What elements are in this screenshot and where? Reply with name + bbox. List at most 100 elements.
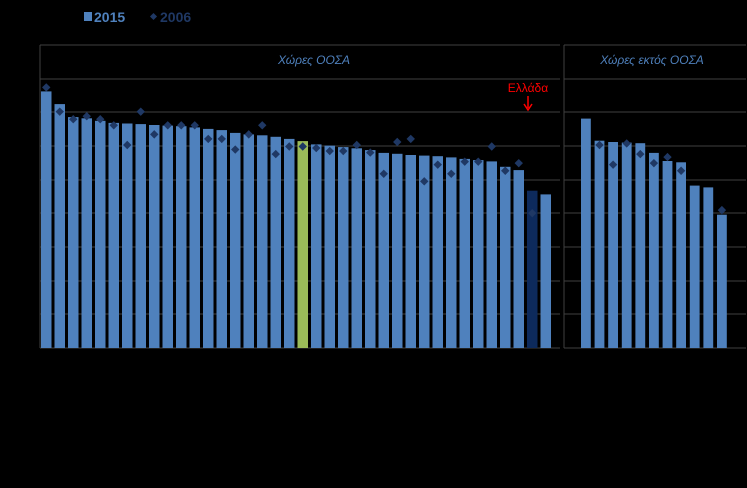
bar-2015 <box>527 190 538 348</box>
bar-2015 <box>621 142 632 348</box>
bar-2015 <box>149 125 160 348</box>
bar-2015 <box>486 161 497 348</box>
bar-2015 <box>108 122 119 349</box>
bar-2015 <box>54 104 65 348</box>
bar-2015 <box>189 127 200 349</box>
marker-2006 <box>420 177 429 186</box>
marker-2006 <box>109 121 118 130</box>
marker-2006 <box>325 146 334 156</box>
bar-2015 <box>122 123 133 348</box>
bar-2015 <box>338 147 349 348</box>
marker-2006 <box>231 145 240 154</box>
bar-2015 <box>473 160 484 348</box>
bar-2015 <box>135 124 146 348</box>
greece-annotation: Ελλάδα <box>508 81 548 112</box>
bar-2015 <box>703 187 714 348</box>
bar-2015 <box>446 157 457 348</box>
bar-2015 <box>230 132 241 348</box>
marker-2006 <box>676 166 686 175</box>
marker-2006 <box>501 166 510 175</box>
legend-swatch-2015 <box>84 12 92 21</box>
marker-2006 <box>379 169 388 178</box>
bar-2015 <box>351 148 362 348</box>
bar-2015 <box>81 118 92 348</box>
bar-2015 <box>203 128 214 348</box>
legend-label-2006: 2006 <box>160 9 191 25</box>
panel-title-oecd: Χώρες ΟΟΣΑ <box>277 53 350 67</box>
marker-2006 <box>285 142 294 151</box>
marker-2006 <box>217 134 226 144</box>
marker-2006 <box>244 130 253 139</box>
marker-2006 <box>150 130 159 139</box>
bar-2015 <box>513 170 524 348</box>
bar-2015 <box>284 138 295 348</box>
marker-2006 <box>352 140 361 150</box>
marker-2006 <box>204 134 213 144</box>
marker-2006 <box>177 121 186 130</box>
bar-2015 <box>540 194 551 348</box>
marker-2006 <box>528 208 537 218</box>
marker-2006 <box>717 205 727 215</box>
bar-2015 <box>500 166 511 348</box>
greece-arrow-head <box>523 103 533 112</box>
marker-2006 <box>312 143 321 153</box>
bar-2015 <box>216 130 227 348</box>
bar-2015 <box>176 126 187 348</box>
marker-2006 <box>595 140 604 150</box>
marker-2006 <box>42 83 51 92</box>
bar-2015 <box>608 142 618 348</box>
marker-2006 <box>82 112 91 121</box>
bar-2015 <box>662 161 673 348</box>
marker-2006 <box>514 158 523 168</box>
bar-2015 <box>68 117 79 348</box>
marker-2006 <box>298 142 307 151</box>
panel-oecd: Χώρες ΟΟΣΑ <box>39 44 560 349</box>
bar-2015 <box>676 162 686 348</box>
marker-2006 <box>393 137 402 147</box>
marker-2006 <box>406 134 415 144</box>
bar-2015 <box>392 153 403 348</box>
bar-2015 <box>378 152 389 348</box>
marker-2006 <box>55 107 64 116</box>
bar-2015 <box>243 134 254 348</box>
marker-2006 <box>608 160 618 169</box>
marker-2006 <box>69 115 78 124</box>
marker-2006 <box>258 121 267 130</box>
marker-2006 <box>123 140 132 150</box>
panel-title-non-oecd: Χώρες εκτός ΟΟΣΑ <box>599 53 704 67</box>
bar-2015 <box>405 155 416 348</box>
bar-2015 <box>594 140 605 348</box>
greece-label: Ελλάδα <box>508 81 548 95</box>
bar-2015 <box>270 136 281 348</box>
bar-2015 <box>649 152 659 348</box>
bar-2015 <box>95 120 106 349</box>
bar-2015 <box>257 135 268 348</box>
bar-2015 <box>311 144 322 348</box>
legend: 2015 2006 <box>84 9 191 25</box>
bar-2015 <box>459 158 470 348</box>
bar-2015 <box>689 185 700 348</box>
bar-2015 <box>324 145 335 348</box>
marker-2006 <box>339 146 348 156</box>
marker-2006 <box>96 115 105 124</box>
bar-2015 <box>297 141 308 348</box>
marker-2006 <box>190 121 199 130</box>
marker-2006 <box>136 107 145 116</box>
marker-2006 <box>460 157 469 166</box>
bar-2015 <box>432 156 443 348</box>
bar-2015 <box>635 143 646 348</box>
marker-2006 <box>366 148 375 157</box>
marker-2006 <box>649 158 659 168</box>
legend-marker-2006 <box>149 12 158 21</box>
bar-2015 <box>419 155 430 348</box>
marker-2006 <box>636 149 645 159</box>
legend-label-2015: 2015 <box>94 9 125 25</box>
bar-2015 <box>41 91 52 349</box>
bar-2015 <box>581 118 591 348</box>
marker-2006 <box>663 152 672 162</box>
marker-2006 <box>447 169 456 178</box>
marker-2006 <box>433 160 442 169</box>
marker-2006 <box>474 157 483 166</box>
bar-2015 <box>162 125 173 348</box>
panel-non-oecd: Χώρες εκτός ΟΟΣΑ <box>563 44 746 349</box>
